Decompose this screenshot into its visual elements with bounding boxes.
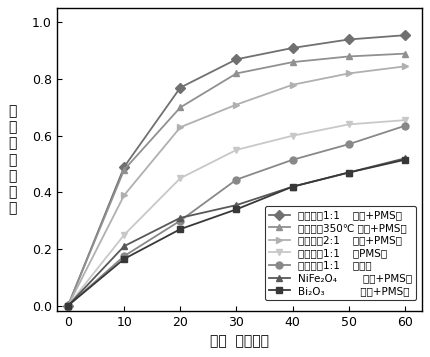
Bi₂O₃           （光+PMS） xyxy=(65,303,71,308)
复合材料350℃ （光+PMS） xyxy=(346,54,351,59)
复合材料1:1    （光+PMS） xyxy=(65,303,71,308)
复合材料2:1    （光+PMS） xyxy=(65,303,71,308)
Line: 复合材料350℃ （光+PMS）: 复合材料350℃ （光+PMS） xyxy=(64,50,408,309)
复合材料1:1    （PMS） xyxy=(178,176,183,180)
X-axis label: 时间  （分钟）: 时间 （分钟） xyxy=(210,335,269,349)
复合材料2:1    （光+PMS） xyxy=(178,125,183,129)
复合材料1:1    （PMS） xyxy=(346,122,351,126)
复合材料2:1    （光+PMS） xyxy=(290,82,295,87)
复合材料350℃ （光+PMS） xyxy=(178,105,183,110)
复合材料1:1    （PMS） xyxy=(290,134,295,138)
Bi₂O₃           （光+PMS） xyxy=(290,185,295,189)
NiFe₂O₄        （光+PMS） xyxy=(234,203,239,207)
NiFe₂O₄        （光+PMS） xyxy=(346,170,351,175)
复合材料1:1    （光+PMS） xyxy=(122,165,127,169)
Bi₂O₃           （光+PMS） xyxy=(178,227,183,231)
NiFe₂O₄        （光+PMS） xyxy=(65,303,71,308)
复合材料2:1    （光+PMS） xyxy=(234,102,239,107)
复合材料1:1    （光） xyxy=(402,124,407,128)
复合材料1:1    （光+PMS） xyxy=(178,85,183,90)
Line: NiFe₂O₄        （光+PMS）: NiFe₂O₄ （光+PMS） xyxy=(64,155,408,309)
复合材料2:1    （光+PMS） xyxy=(402,64,407,69)
Bi₂O₃           （光+PMS） xyxy=(234,207,239,211)
复合材料2:1    （光+PMS） xyxy=(122,193,127,197)
复合材料1:1    （PMS） xyxy=(122,233,127,237)
Y-axis label: 氧
氟
沙
星
去
除
率: 氧 氟 沙 星 去 除 率 xyxy=(8,104,17,215)
复合材料1:1    （PMS） xyxy=(402,118,407,122)
复合材料1:1    （光+PMS） xyxy=(290,46,295,50)
Line: Bi₂O₃           （光+PMS）: Bi₂O₃ （光+PMS） xyxy=(64,156,408,309)
复合材料1:1    （光） xyxy=(346,142,351,146)
复合材料2:1    （光+PMS） xyxy=(346,71,351,76)
复合材料1:1    （光） xyxy=(65,303,71,308)
NiFe₂O₄        （光+PMS） xyxy=(402,156,407,161)
Line: 复合材料2:1    （光+PMS）: 复合材料2:1 （光+PMS） xyxy=(64,63,408,309)
复合材料1:1    （光） xyxy=(178,218,183,223)
复合材料1:1    （光+PMS） xyxy=(346,37,351,42)
复合材料350℃ （光+PMS） xyxy=(65,303,71,308)
复合材料350℃ （光+PMS） xyxy=(290,60,295,64)
NiFe₂O₄        （光+PMS） xyxy=(178,216,183,220)
Line: 复合材料1:1    （光）: 复合材料1:1 （光） xyxy=(64,122,408,309)
复合材料350℃ （光+PMS） xyxy=(402,51,407,56)
复合材料1:1    （光） xyxy=(234,177,239,182)
复合材料1:1    （光） xyxy=(122,254,127,258)
复合材料1:1    （光+PMS） xyxy=(402,33,407,37)
NiFe₂O₄        （光+PMS） xyxy=(122,244,127,248)
Legend: 复合材料1:1    （光+PMS）, 复合材料350℃ （光+PMS）, 复合材料2:1    （光+PMS）, 复合材料1:1    （PMS）, 复合材料: 复合材料1:1 （光+PMS）, 复合材料350℃ （光+PMS）, 复合材料2… xyxy=(265,206,417,300)
Bi₂O₃           （光+PMS） xyxy=(122,257,127,261)
Bi₂O₃           （光+PMS） xyxy=(346,170,351,175)
复合材料1:1    （PMS） xyxy=(65,303,71,308)
复合材料1:1    （光+PMS） xyxy=(234,57,239,61)
Line: 复合材料1:1    （光+PMS）: 复合材料1:1 （光+PMS） xyxy=(64,32,408,309)
Line: 复合材料1:1    （PMS）: 复合材料1:1 （PMS） xyxy=(64,117,408,309)
Bi₂O₃           （光+PMS） xyxy=(402,158,407,162)
NiFe₂O₄        （光+PMS） xyxy=(290,185,295,189)
复合材料1:1    （光） xyxy=(290,158,295,162)
复合材料350℃ （光+PMS） xyxy=(122,167,127,172)
复合材料350℃ （光+PMS） xyxy=(234,71,239,76)
复合材料1:1    （PMS） xyxy=(234,148,239,152)
